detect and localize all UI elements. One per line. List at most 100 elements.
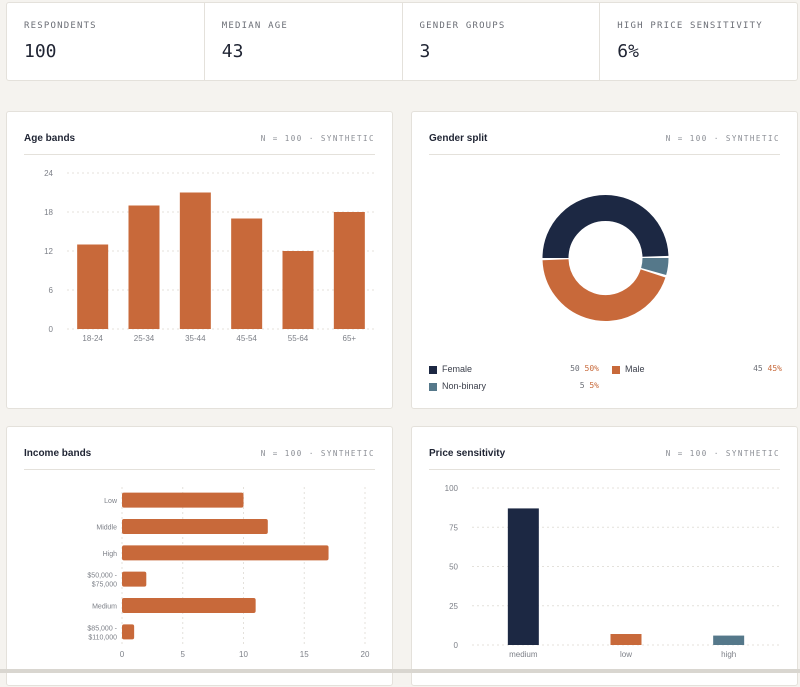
legend-label: Non-binary [442,381,487,391]
x-tick-label: 35-44 [185,334,206,343]
kpi-median-age: MEDIAN AGE 43 [205,3,403,80]
legend-count-value: 45 [753,364,763,373]
y-tick-label: High [103,551,118,558]
x-tick-label: 10 [239,650,248,659]
donut-slice [542,195,669,321]
card-title: Income bands [24,448,92,459]
kpi-value: 100 [24,41,57,62]
legend-count: 50 50% [570,364,599,373]
y-tick-label-line: $85,000 - [87,625,117,632]
y-tick-label: 50 [449,563,458,572]
bar [122,545,329,561]
y-tick-label: 0 [454,641,459,650]
age-bands-chart: 0 6 12 18 24 18-24 25-34 35-44 45-54 55-64 65+ [44,169,375,343]
card-title: Age bands [24,133,76,144]
card-title: Price sensitivity [429,448,506,459]
x-tick-label: 15 [300,650,309,659]
y-tick-label-line: Low [104,498,118,505]
y-tick-label: 18 [44,208,53,217]
legend-item-female: Female 50 50% [429,364,599,376]
card-meta: N = 100 · SYNTHETIC [260,134,375,143]
kpi-high-price-sensitivity: HIGH PRICE SENSITIVITY 6% [600,3,797,80]
card-meta: N = 100 · SYNTHETIC [665,134,780,143]
x-tick-label: low [620,650,632,659]
bar [282,251,314,329]
x-tick-label: high [721,650,736,659]
y-tick-label: Middle [96,525,117,532]
kpi-summary-row: RESPONDENTS 100 MEDIAN AGE 43 GENDER GRO… [6,2,798,81]
x-tick-label: 18-24 [82,334,103,343]
y-tick-label-line: High [103,551,118,558]
price-sensitivity-card: Price sensitivity N = 100 · SYNTHETIC 0 2… [411,426,798,686]
kpi-value: 3 [419,41,431,62]
legend-count-value: 5 [579,381,585,390]
card-header: Price sensitivity N = 100 · SYNTHETIC [429,427,780,470]
y-tick-label-line: $110,000 [88,634,117,641]
kpi-value: 6% [617,41,639,62]
y-tick-label: 12 [44,247,53,256]
bar [333,212,365,329]
y-tick-label: Medium [92,604,117,611]
y-tick-label: 25 [449,602,458,611]
card-header: Income bands N = 100 · SYNTHETIC [24,427,375,470]
x-tick-label: 25-34 [134,334,155,343]
kpi-label: MEDIAN AGE [221,21,288,31]
y-tick-label-line: $75,000 [92,582,117,589]
x-tick-label: 45-54 [236,334,257,343]
kpi-label: GENDER GROUPS [419,21,506,31]
legend-pct: 50% [584,364,599,373]
y-tick-label-line: Middle [96,525,117,532]
bar [713,635,745,645]
legend-count-value: 50 [570,364,580,373]
kpi-gender-groups: GENDER GROUPS 3 [403,3,601,80]
bar [122,492,244,508]
bar [610,634,642,645]
legend-swatch [429,366,437,374]
x-tick-label: 5 [181,650,186,659]
card-meta: N = 100 · SYNTHETIC [665,449,780,458]
legend-item-male: Male 45 45% [612,364,782,376]
card-meta: N = 100 · SYNTHETIC [260,449,375,458]
income-bands-card: Income bands N = 100 · SYNTHETIC 0 5 10 15 2… [6,426,393,686]
legend-count: 5 5% [580,381,599,390]
bar [77,244,109,329]
y-tick-label: 24 [44,169,53,178]
y-tick-label: 6 [49,286,54,295]
x-tick-label: 0 [120,650,125,659]
window-bottom-edge [0,669,800,673]
y-tick-label-line: $50,000 - [87,573,117,580]
legend-pct: 45% [767,364,782,373]
kpi-label: RESPONDENTS [24,21,97,31]
bar [122,598,256,613]
x-tick-label: 55-64 [288,334,309,343]
bar [122,519,268,534]
kpi-label: HIGH PRICE SENSITIVITY [617,21,763,31]
kpi-respondents: RESPONDENTS 100 [7,3,205,80]
y-tick-label: $50,000 - $75,000 [87,573,117,589]
gender-donut-chart [542,195,669,321]
card-title: Gender split [429,133,488,144]
y-tick-label: 75 [449,523,458,532]
x-tick-label: 65+ [343,334,357,343]
legend-item-non-binary: Non-binary 5 5% [429,381,599,393]
legend-label: Male [625,364,645,374]
y-tick-label: 0 [49,325,54,334]
x-tick-label: 20 [361,650,370,659]
y-tick-label-line: Medium [92,604,117,611]
kpi-value: 43 [221,41,244,62]
x-tick-label: medium [509,650,538,659]
bar [122,571,147,587]
bar [507,508,539,645]
y-tick-label: Low [104,498,118,505]
card-header: Age bands N = 100 · SYNTHETIC [24,112,375,155]
legend-swatch [429,383,437,391]
legend-pct: 5% [589,381,599,390]
legend-label: Female [442,364,473,374]
bar [179,192,211,329]
card-header: Gender split N = 100 · SYNTHETIC [429,112,780,155]
age-bands-card: Age bands N = 100 · SYNTHETIC 0 6 12 18 24 18… [6,111,393,409]
bar [231,218,263,329]
bar [122,624,135,640]
y-tick-label: $85,000 - $110,000 [87,625,117,641]
legend-swatch [612,366,620,374]
